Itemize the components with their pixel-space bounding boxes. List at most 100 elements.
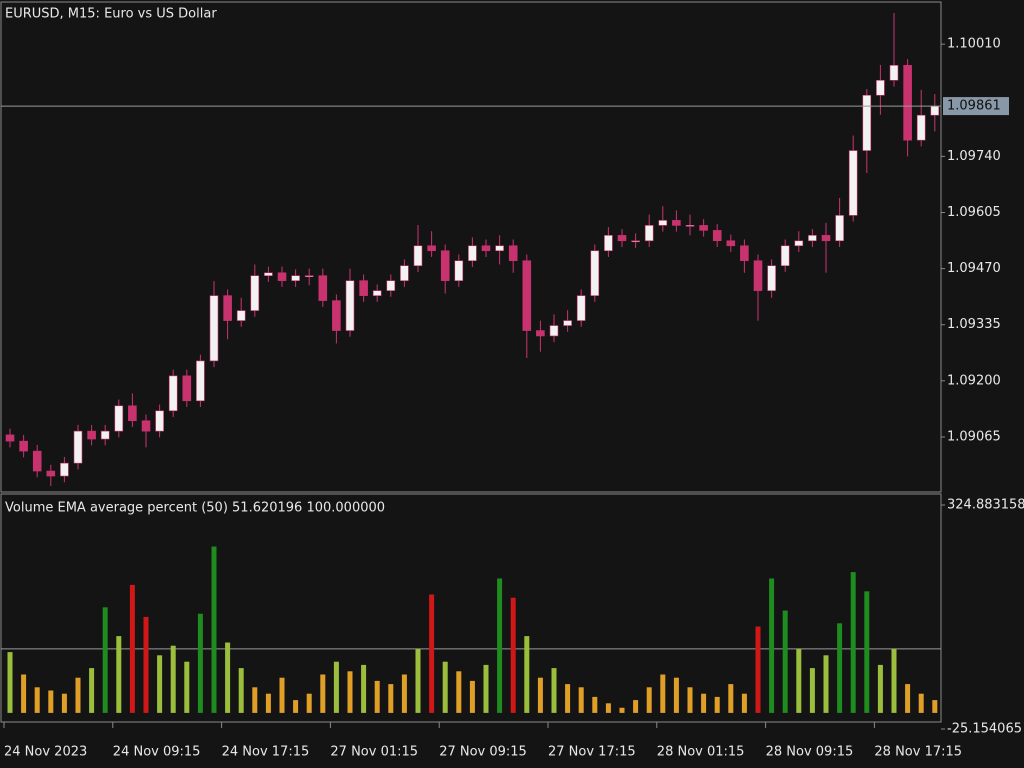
y-tick-label: 1.09200 — [947, 373, 1001, 388]
candle-body — [60, 462, 69, 477]
volume-bar — [184, 661, 190, 713]
y-tick-label: 324.883158 — [947, 498, 1024, 513]
volume-bar — [660, 674, 666, 713]
volume-bar — [714, 696, 720, 713]
y-tick-label: 1.09605 — [947, 205, 1001, 220]
candle-body — [753, 260, 763, 291]
volume-bar — [225, 642, 231, 713]
candle-body — [889, 65, 899, 81]
x-tick-label: 28 Nov 17:15 — [874, 745, 962, 760]
candle-body — [291, 275, 300, 281]
candle-body — [236, 310, 246, 321]
volume-bar — [157, 655, 163, 713]
candle-body — [549, 325, 559, 337]
y-tick-label: 1.09065 — [947, 429, 1001, 444]
volume-bar — [279, 677, 285, 713]
candle-body — [916, 114, 926, 141]
volume-bar — [687, 687, 693, 713]
volume-bar — [918, 693, 924, 713]
candle-body — [495, 245, 504, 252]
candle-body — [821, 235, 831, 242]
candle-body — [182, 375, 192, 402]
volume-bar — [469, 680, 475, 713]
candle-body — [19, 440, 28, 452]
volume-bar — [728, 684, 734, 713]
volume-bar — [347, 671, 353, 713]
volume-bar — [578, 687, 584, 713]
volume-bar — [75, 677, 81, 713]
candle-body — [413, 245, 423, 267]
candle-body — [767, 265, 776, 291]
candle-body — [168, 375, 178, 412]
candle-body — [223, 295, 232, 321]
candle-body — [427, 245, 436, 252]
volume-bar — [551, 668, 557, 713]
candle-body — [522, 260, 532, 331]
x-tick-label: 28 Nov 09:15 — [766, 745, 854, 760]
volume-bar — [646, 687, 652, 713]
candle-body — [712, 230, 722, 242]
candle-body — [835, 215, 844, 242]
volume-bar — [34, 687, 40, 713]
volume-bar — [21, 674, 27, 713]
volume-bar — [837, 623, 843, 713]
candle-body — [87, 430, 96, 440]
volume-bar — [605, 703, 611, 713]
candle-body — [468, 245, 477, 262]
candle-body — [250, 275, 260, 311]
last-price-label: 1.09861 — [947, 99, 1001, 114]
candle-body — [318, 275, 328, 301]
candle-body — [590, 250, 600, 296]
volume-bar — [741, 693, 747, 713]
volume-bar — [415, 648, 421, 713]
candle-body — [848, 150, 858, 216]
volume-bar — [483, 664, 489, 713]
volume-bar — [211, 546, 217, 713]
candle-body — [372, 290, 382, 296]
candle-body — [5, 434, 15, 442]
y-tick-label: 1.09335 — [947, 317, 1001, 332]
volume-bar — [401, 674, 407, 713]
volume-bar — [565, 684, 571, 713]
candle-body — [617, 235, 627, 242]
volume-bar — [755, 626, 761, 713]
candle-body — [128, 405, 137, 422]
candle-body — [100, 430, 110, 440]
volume-bar — [143, 616, 149, 713]
candle-body — [209, 295, 219, 362]
price-pane-border — [0, 1, 942, 493]
volume-bar — [442, 661, 448, 713]
candle-body — [440, 250, 450, 281]
volume-bar — [170, 645, 176, 713]
candle-body — [155, 410, 164, 432]
volume-bar — [293, 700, 299, 713]
candle-body — [672, 220, 681, 226]
candle-body — [114, 405, 124, 432]
candle-body — [699, 225, 708, 231]
candle-body — [304, 275, 314, 277]
candle-body — [726, 240, 736, 247]
volume-bar — [877, 664, 883, 713]
volume-bar — [905, 684, 911, 713]
volume-bar — [265, 693, 271, 713]
x-tick-label: 28 Nov 01:15 — [657, 745, 745, 760]
volume-bar — [769, 578, 775, 713]
volume-bar — [701, 693, 707, 713]
volume-bar — [497, 578, 503, 713]
volume-bar — [306, 693, 312, 713]
candle-body — [576, 295, 586, 321]
candle-body — [386, 280, 396, 291]
chart-title: EURUSD, M15: Euro vs US Dollar — [5, 7, 217, 22]
candle-body — [32, 450, 42, 472]
volume-bar — [320, 674, 326, 713]
candle-body — [277, 272, 287, 281]
volume-bar — [429, 594, 435, 713]
volume-bar — [129, 584, 135, 713]
candle-body — [481, 245, 491, 252]
volume-bar — [823, 655, 829, 713]
candle-body — [631, 240, 640, 243]
y-tick-label: 1.10010 — [947, 37, 1001, 52]
candle-body — [196, 360, 205, 402]
x-tick-label: 27 Nov 01:15 — [330, 745, 418, 760]
